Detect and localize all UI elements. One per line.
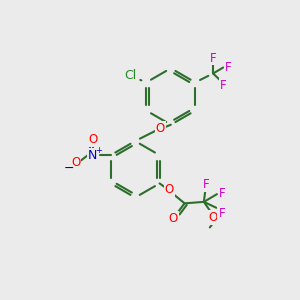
Text: O: O bbox=[209, 211, 218, 224]
Text: Cl: Cl bbox=[124, 69, 136, 82]
Text: O: O bbox=[156, 122, 165, 135]
Text: F: F bbox=[225, 61, 232, 74]
Text: F: F bbox=[220, 79, 227, 92]
Text: F: F bbox=[219, 187, 226, 200]
Text: O: O bbox=[71, 156, 80, 169]
Text: +: + bbox=[95, 146, 102, 154]
Text: F: F bbox=[203, 178, 210, 191]
Text: O: O bbox=[164, 184, 174, 196]
Text: O: O bbox=[88, 133, 98, 146]
Text: O: O bbox=[169, 212, 178, 225]
Text: N: N bbox=[88, 149, 98, 162]
Text: F: F bbox=[218, 207, 225, 220]
Text: −: − bbox=[64, 161, 75, 175]
Text: F: F bbox=[210, 52, 216, 64]
